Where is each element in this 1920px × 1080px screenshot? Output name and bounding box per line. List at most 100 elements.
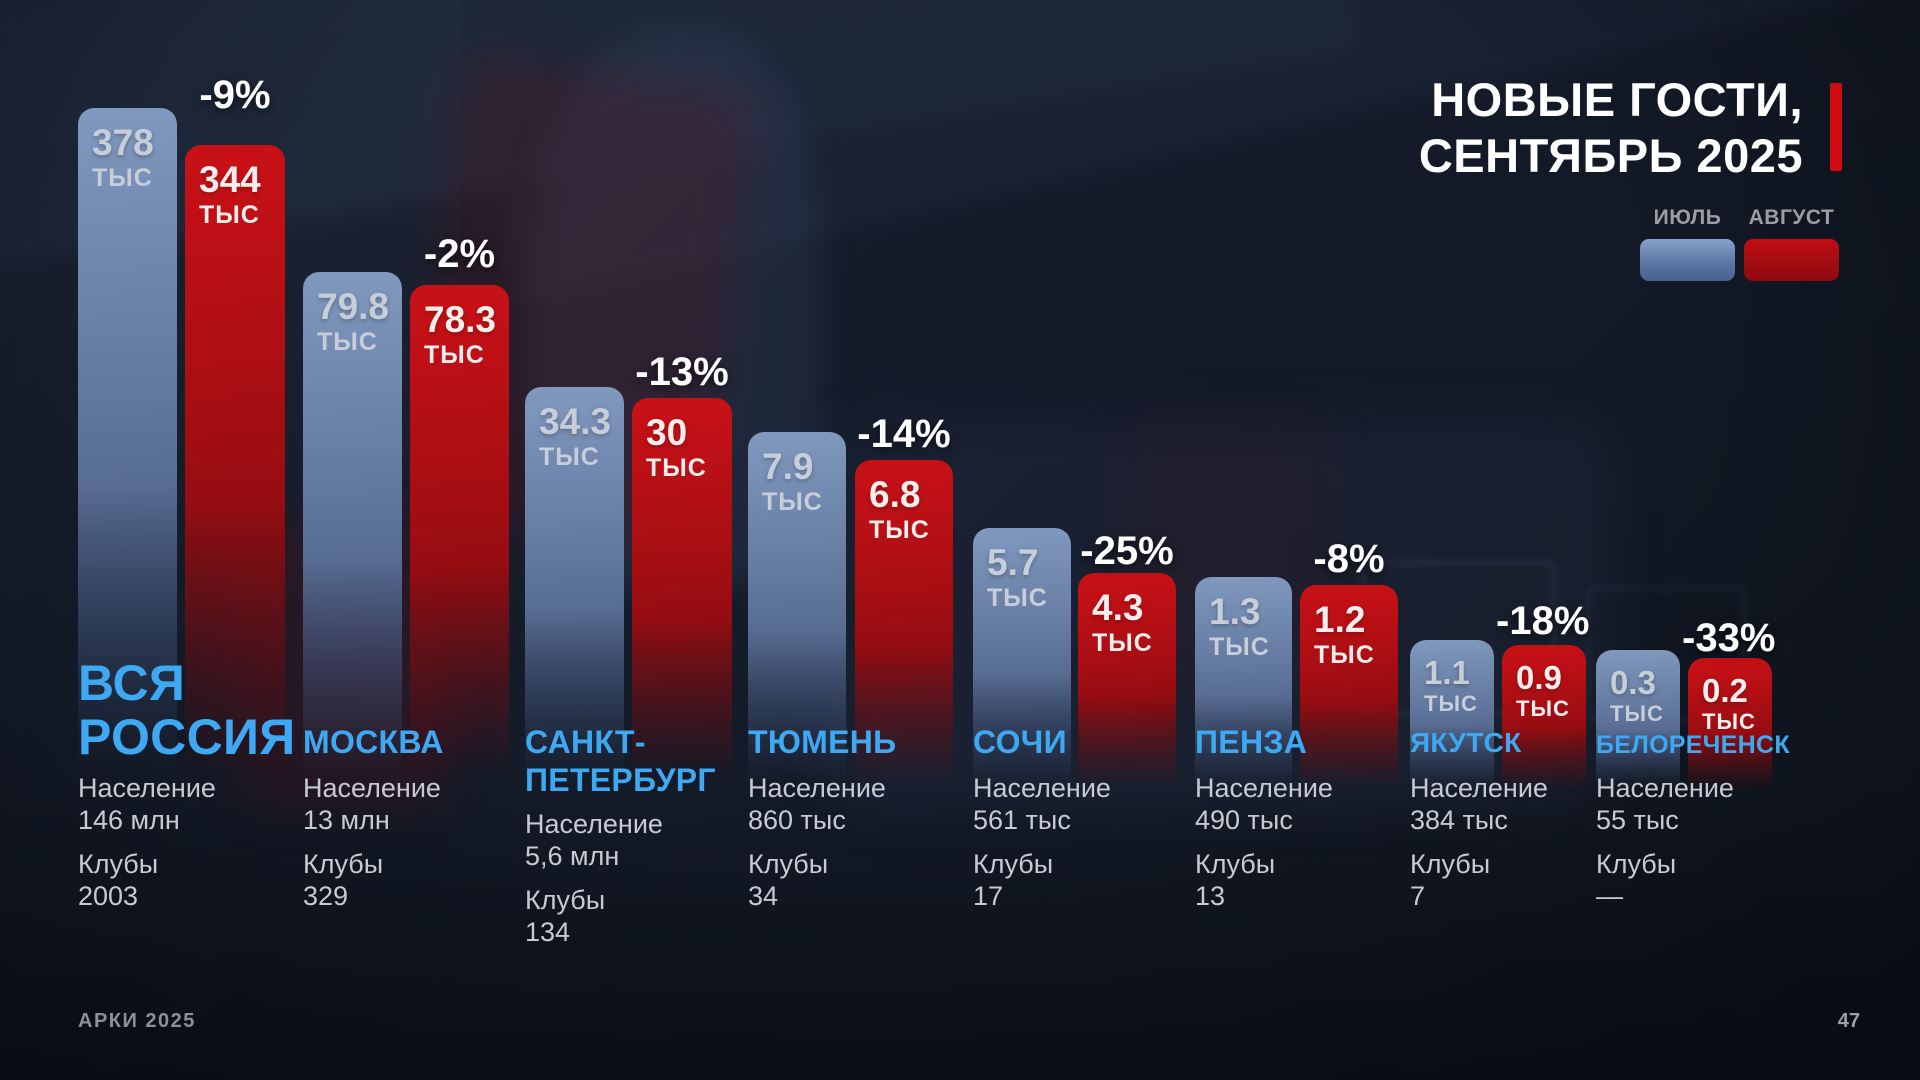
bar-unit: ТЫС (539, 443, 600, 471)
population-label: Население (1596, 773, 1734, 803)
page-title: НОВЫЕ ГОСТИ, СЕНТЯБРЬ 2025 (1419, 72, 1803, 184)
bar-unit: ТЫС (317, 328, 378, 356)
bar-unit: ТЫС (1702, 709, 1756, 734)
change-label: -8% (1313, 537, 1385, 581)
clubs-label: Клубы (973, 849, 1054, 879)
population-value: 55 тыс (1596, 805, 1679, 835)
population-label: Население (1410, 773, 1548, 803)
bar-unit: ТЫС (1092, 629, 1153, 657)
city-name: БЕЛОРЕЧЕНСК (1596, 731, 1790, 759)
clubs-label: Клубы (1596, 849, 1677, 879)
change-label: -9% (199, 73, 271, 117)
population-row: Население 561 тыс (973, 772, 1111, 836)
bar-value: 0.9 (1516, 659, 1562, 696)
bar-value: 79.8 (317, 286, 390, 327)
city-name: ЯКУТСК (1410, 727, 1522, 758)
legend-august-swatch (1744, 239, 1839, 281)
city-stats: Население 55 тыс Клубы — (1596, 772, 1734, 912)
clubs-row: Клубы 13 (1195, 848, 1333, 912)
city-stats: Население 490 тыс Клубы 13 (1195, 772, 1333, 912)
population-value: 146 млн (78, 805, 180, 835)
city-stats: Население 146 млн Клубы 2003 (78, 772, 216, 912)
bar-august: 1.2 ТЫС (1300, 585, 1398, 795)
bar-unit: ТЫС (1209, 633, 1270, 661)
change-label: -14% (857, 412, 951, 456)
population-value: 490 тыс (1195, 805, 1293, 835)
bar-value: 34.3 (539, 401, 612, 442)
city-name: МОСКВА (303, 724, 444, 760)
bar-august: 0.2 ТЫС (1688, 658, 1772, 795)
population-label: Население (748, 773, 886, 803)
population-label: Население (78, 773, 216, 803)
page-title-line2: СЕНТЯБРЬ 2025 (1418, 129, 1803, 182)
bar-value: 0.3 (1610, 664, 1656, 701)
bar-july: 378 ТЫС (78, 108, 177, 795)
bar-july: 1.1 ТЫС (1410, 640, 1494, 795)
clubs-value: 34 (748, 881, 779, 911)
bar-july: 5.7 ТЫС (973, 528, 1071, 795)
bar-value: 7.9 (762, 446, 814, 487)
population-row: Население 13 млн (303, 772, 441, 836)
clubs-value: 13 (1195, 881, 1226, 911)
page-title-line1: НОВЫЕ ГОСТИ, (1431, 73, 1803, 126)
population-value: 5,6 млн (525, 841, 620, 871)
bar-unit: ТЫС (1314, 641, 1375, 669)
bar-value: 378 (92, 122, 154, 163)
page-number: 47 (1837, 1010, 1860, 1032)
clubs-row: Клубы 17 (973, 848, 1111, 912)
clubs-value: — (1596, 881, 1623, 911)
bar-value: 30 (646, 412, 688, 453)
clubs-row: Клубы — (1596, 848, 1734, 912)
title-accent-bar (1830, 83, 1842, 171)
bar-unit: ТЫС (762, 488, 823, 516)
population-row: Население 384 тыс (1410, 772, 1548, 836)
city-stats: Население 13 млн Клубы 329 (303, 772, 441, 912)
bar-july: 7.9 ТЫС (748, 432, 846, 795)
clubs-value: 134 (525, 917, 571, 947)
change-label: -13% (635, 350, 729, 394)
city-stats: Население 5,6 млн Клубы 134 (525, 808, 663, 948)
bar-august: 4.3 ТЫС (1078, 573, 1176, 795)
city-name: ПЕНЗА (1195, 724, 1308, 760)
clubs-value: 17 (973, 881, 1004, 911)
change-label: -2% (423, 232, 496, 276)
city-stats: Население 384 тыс Клубы 7 (1410, 772, 1548, 912)
bar-value: 78.3 (424, 299, 497, 340)
bar-unit: ТЫС (424, 341, 485, 369)
population-label: Население (303, 773, 441, 803)
population-row: Население 146 млн (78, 772, 216, 836)
bar-value: 1.1 (1424, 654, 1470, 691)
bar-july: 0.3 ТЫС (1596, 650, 1680, 795)
change-label: -33% (1682, 616, 1776, 660)
bar-unit: ТЫС (1516, 696, 1570, 721)
clubs-label: Клубы (78, 849, 159, 879)
clubs-row: Клубы 7 (1410, 848, 1548, 912)
clubs-row: Клубы 34 (748, 848, 886, 912)
population-label: Население (525, 809, 663, 839)
population-value: 860 тыс (748, 805, 846, 835)
population-row: Население 860 тыс (748, 772, 886, 836)
clubs-value: 329 (303, 881, 349, 911)
legend-august: АВГУСТ (1744, 206, 1839, 281)
clubs-row: Клубы 329 (303, 848, 441, 912)
bar-value: 5.7 (987, 542, 1039, 583)
population-value: 13 млн (303, 805, 390, 835)
population-label: Население (1195, 773, 1333, 803)
brand-label: АРКИ 2025 (78, 1010, 196, 1032)
city-name: ВСЯ РОССИЯ (78, 655, 296, 765)
clubs-label: Клубы (525, 885, 606, 915)
bar-july: 34.3 ТЫС (525, 387, 624, 795)
change-label: -25% (1080, 529, 1174, 573)
bar-august: 6.8 ТЫС (855, 460, 953, 795)
legend-july: ИЮЛЬ (1640, 206, 1735, 281)
bar-unit: ТЫС (646, 454, 707, 482)
bar-value: 4.3 (1092, 587, 1144, 628)
clubs-row: Клубы 2003 (78, 848, 216, 912)
clubs-label: Клубы (1410, 849, 1491, 879)
bar-august: 344 ТЫС (185, 145, 285, 795)
city-name: ТЮМЕНЬ (748, 724, 897, 760)
clubs-label: Клубы (1195, 849, 1276, 879)
clubs-row: Клубы 134 (525, 884, 663, 948)
bar-july: 1.3 ТЫС (1195, 577, 1292, 795)
